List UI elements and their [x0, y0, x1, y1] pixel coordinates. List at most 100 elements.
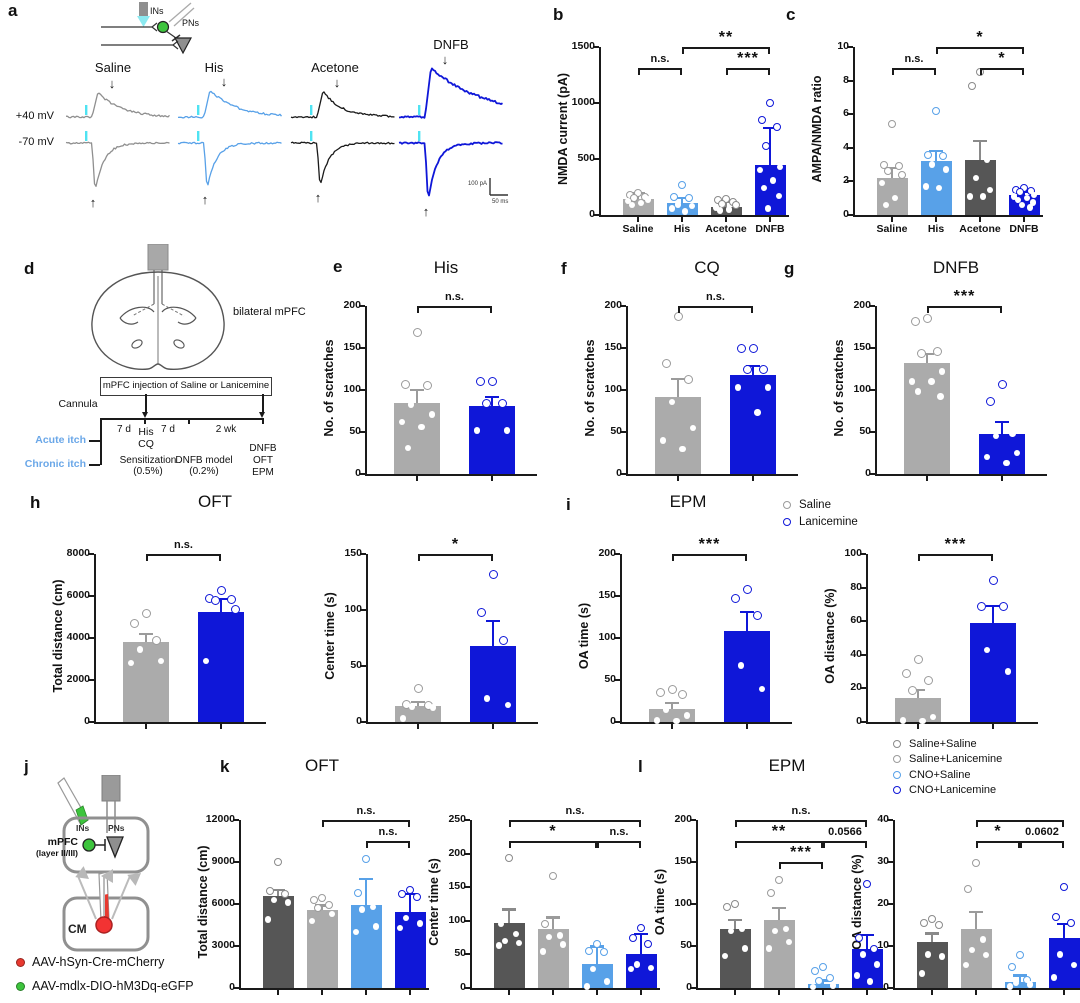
y-tick-label: 0: [356, 715, 362, 727]
data-point: [983, 646, 991, 653]
data-point: [1016, 188, 1024, 197]
significance-label: n.s.: [904, 53, 924, 65]
significance-label: ***: [698, 536, 721, 553]
legend-marker-icon: [893, 755, 901, 764]
data-point: [413, 683, 423, 693]
sig-bracket-line: [976, 820, 1064, 822]
error-bar-line: [752, 365, 754, 375]
data-point: [918, 970, 926, 977]
cm-neuron-icon: [95, 916, 113, 934]
y-tick-label: 8000: [66, 547, 90, 559]
mpfc-layer-label: (layer II/III): [35, 848, 78, 858]
data-point: [866, 978, 874, 985]
data-point: [997, 380, 1007, 390]
data-point: [264, 916, 272, 923]
y-tick-mark: [360, 553, 366, 555]
chart-dnfb-scratches: No. of scratches 0 50 100 150 200 DNFB ***: [831, 258, 1080, 507]
data-point: [920, 918, 928, 927]
sig-bracket-tick: [408, 820, 410, 827]
y-axis: [696, 820, 698, 990]
panel-letter-d: d: [24, 259, 35, 278]
data-point: [637, 923, 645, 932]
panel-letter-b: b: [553, 5, 564, 24]
category-label: DNFB: [755, 223, 785, 235]
chart-title: His: [433, 258, 459, 277]
chronic-itch-label: Chronic itch: [24, 458, 86, 470]
data-point: [266, 887, 274, 896]
data-point: [762, 141, 770, 150]
data-point: [1067, 918, 1075, 927]
y-tick-mark: [593, 102, 599, 104]
y-tick-label: 30: [877, 855, 889, 867]
data-point: [231, 605, 241, 615]
scale-bar-vertical-label: 100 pA: [468, 181, 487, 187]
data-point: [1060, 883, 1068, 892]
sig-bracket-tick: [980, 68, 982, 75]
data-point: [767, 889, 775, 898]
data-point: [910, 317, 920, 327]
data-point: [873, 961, 881, 968]
y-tick-label: 100: [844, 547, 862, 559]
significance-label: ***: [953, 288, 976, 305]
data-point: [476, 607, 486, 617]
data-point: [771, 927, 779, 935]
y-tick-mark: [614, 553, 620, 555]
data-point: [736, 343, 746, 353]
legend-item: Saline+Saline: [893, 736, 1002, 752]
panel-letter-e: e: [333, 257, 343, 276]
data-point: [968, 946, 976, 954]
data-point: [678, 180, 686, 189]
sig-bracket-tick: [322, 820, 324, 827]
data-point: [1026, 204, 1034, 211]
sig-bracket-line: [322, 820, 410, 822]
legend-marker-icon: [893, 786, 901, 795]
legend-item: CNO+Lanicemine: [893, 783, 1002, 799]
scale-bar: 100 pA 50 ms: [468, 178, 508, 205]
y-axis-label: OA distance (%): [823, 588, 837, 684]
panel-letter-a: a: [8, 1, 18, 20]
y-tick-label: 100: [604, 383, 622, 395]
significance-label: *: [998, 50, 1006, 67]
data-point: [760, 184, 768, 192]
data-point: [972, 174, 980, 182]
data-point: [644, 196, 652, 203]
y-tick-mark: [464, 852, 470, 855]
data-point: [942, 166, 950, 173]
data-point: [372, 923, 380, 930]
pns-label: PNs: [182, 18, 200, 28]
panel-l-title: EPM: [768, 756, 806, 775]
bar: [470, 645, 516, 722]
segment-7d-1: 7 d: [117, 424, 131, 435]
sensitization-line1: Sensitization: [119, 455, 177, 466]
data-point: [1004, 668, 1012, 675]
y-tick-label: 100: [344, 603, 362, 615]
data-point: [914, 388, 922, 395]
y-tick-label: 0: [856, 715, 862, 727]
y-axis: [620, 554, 622, 724]
y-tick-label: 250: [448, 813, 466, 825]
y-tick-mark: [360, 721, 366, 723]
data-point: [758, 116, 766, 125]
light-cone-icon: [137, 16, 150, 27]
panel-letter-j: j: [24, 757, 29, 776]
category-label: Acetone: [959, 223, 1001, 235]
bar: [469, 405, 515, 474]
category-label: Saline: [622, 223, 654, 235]
sig-bracket-line: [509, 841, 597, 843]
error-bar-line: [492, 621, 494, 646]
stimulus-tick-icon: [197, 105, 200, 115]
bar: [262, 895, 294, 988]
error-bar-line: [508, 909, 510, 923]
error-bar-line: [677, 379, 679, 397]
chart-oft-total-distance: Total distance (cm) 0 2000 4000 6000 8000 n.s.: [50, 520, 300, 755]
significance-label: n.s.: [791, 805, 811, 817]
data-point: [775, 876, 783, 885]
data-point: [399, 715, 407, 722]
sig-bracket-line: [509, 820, 641, 822]
y-tick-label: 1500: [571, 40, 595, 52]
panel-letter-c: c: [786, 5, 796, 24]
data-point: [270, 896, 278, 904]
data-point: [429, 704, 437, 711]
error-bar-line: [145, 633, 147, 643]
data-point: [412, 328, 422, 338]
